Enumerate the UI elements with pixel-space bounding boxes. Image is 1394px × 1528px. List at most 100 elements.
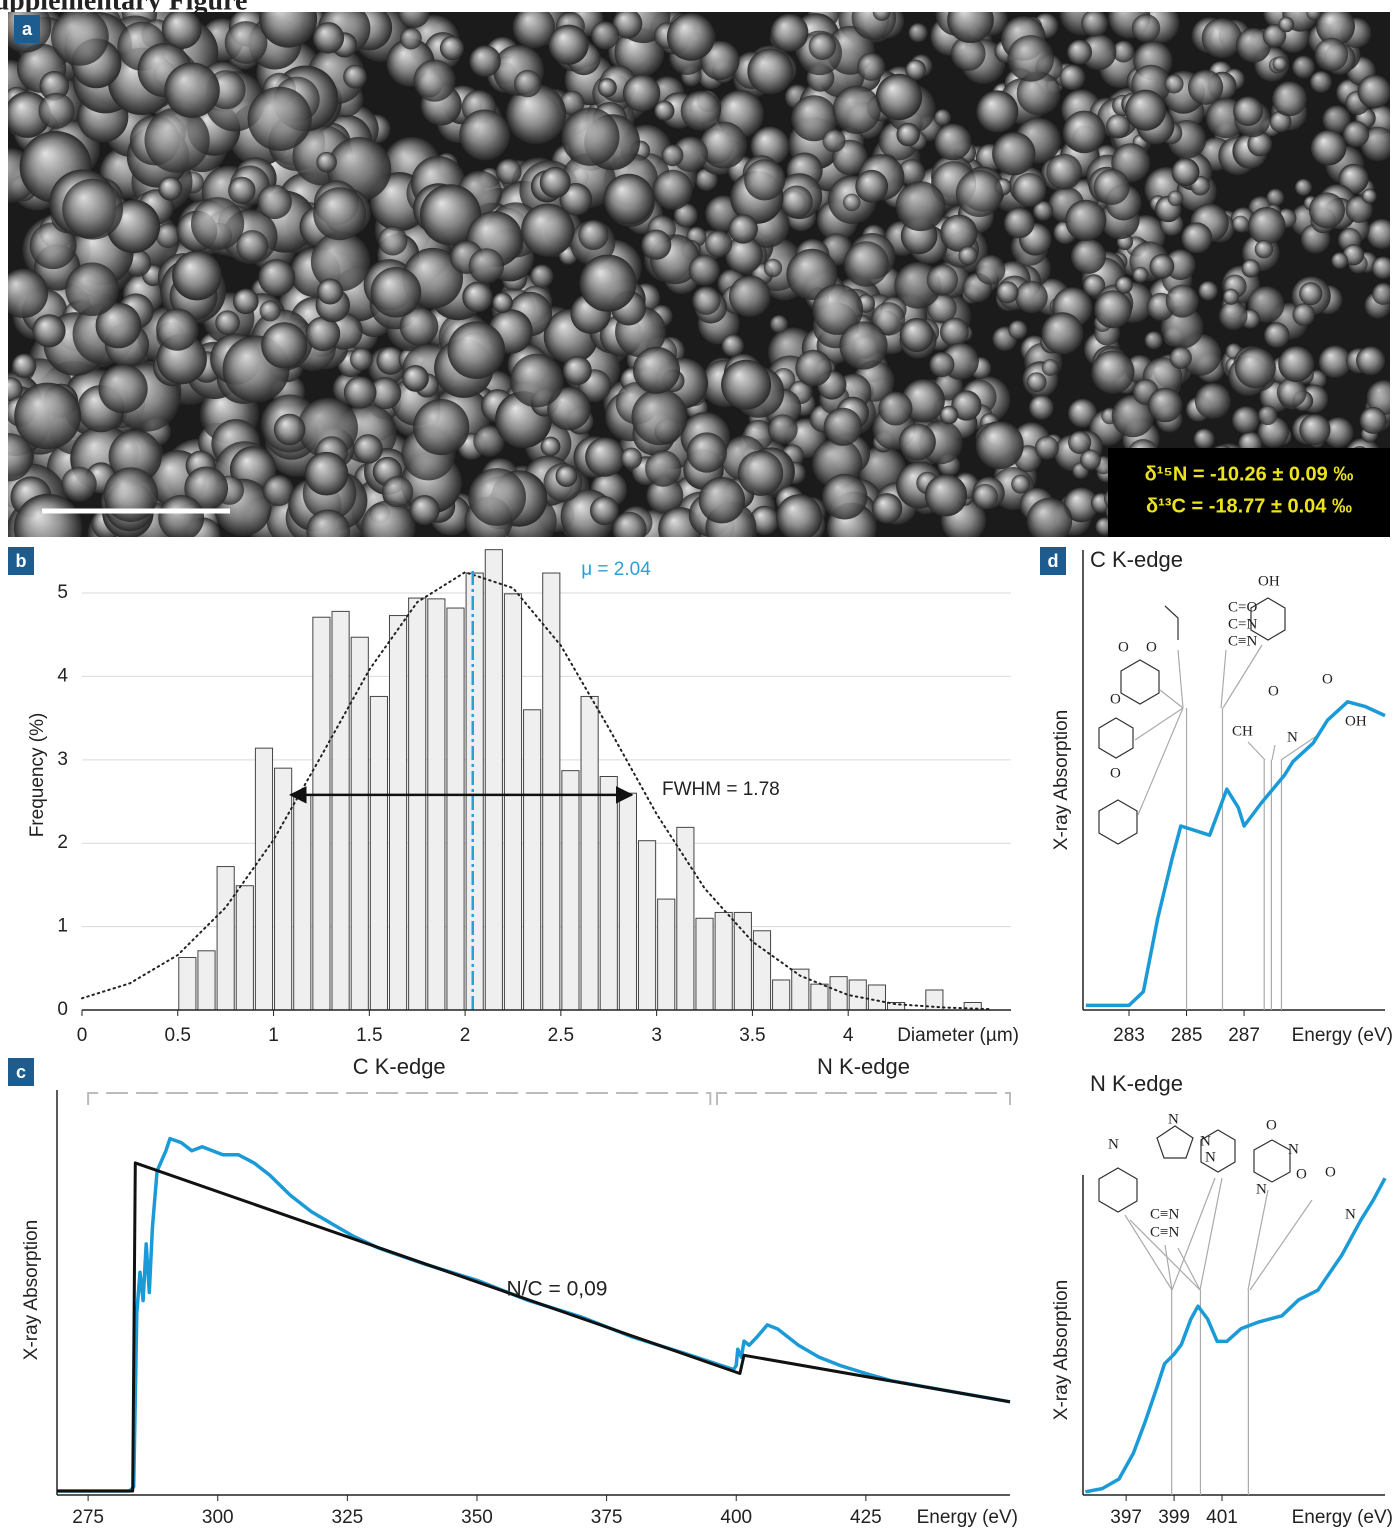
particle [343,65,367,89]
particle [313,187,366,240]
y-tick-label: 3 [57,749,68,770]
structure-label: C=N [1228,616,1257,632]
particle [413,399,469,455]
particle [1067,40,1092,65]
panel-label: c [16,1062,26,1082]
particle [1046,154,1082,190]
x-tick-label: 2 [460,1025,471,1046]
particle [162,9,202,49]
particle [62,179,123,240]
particle [172,251,222,301]
chart-title: C K-edge [1090,547,1183,572]
x-tick-label: 300 [202,1507,234,1528]
mean-label: μ = 2.04 [581,559,651,580]
particle [857,53,885,81]
particle [744,159,785,200]
particle [623,74,660,111]
particle [1233,96,1263,126]
particle [1027,372,1047,392]
particle [1235,347,1276,388]
particle [14,383,81,450]
particle [721,360,771,410]
particle [585,437,625,477]
particle [1278,346,1314,382]
particle [578,220,608,250]
structure-label: N [1168,1111,1179,1127]
structure-label: O [1146,639,1157,655]
particle [400,28,422,50]
structure-label: C=O [1228,599,1257,615]
particle [687,432,727,472]
particle [1029,395,1054,420]
particle [0,269,48,318]
particle [768,414,798,444]
structure-label: N [1205,1149,1216,1165]
particle [729,275,771,317]
bar [466,573,483,1010]
bar [255,748,272,1010]
particle [940,215,977,252]
panel-label: a [22,19,33,39]
particle [378,226,407,255]
structure-label: O [1110,765,1121,781]
x-tick-label: 3 [651,1025,662,1046]
particle [313,22,344,53]
particle [1063,111,1106,154]
particle [469,45,501,77]
particle [823,129,846,152]
particle [645,450,681,486]
particle [1007,35,1054,82]
particle [896,181,946,231]
particle [1293,303,1316,326]
bar [313,617,330,1010]
x-tick-label: 287 [1228,1025,1260,1046]
structure-label: OH [1258,573,1280,589]
bar [753,931,770,1010]
particle [549,25,589,65]
bar [409,598,426,1010]
particle [1309,192,1345,228]
structure-label: CH [1232,723,1253,739]
particle [667,13,715,61]
particle [65,263,119,317]
particle [164,62,219,117]
particle [604,174,655,225]
particle [1264,322,1290,348]
particle [39,93,75,129]
x-tick-label: 400 [720,1507,752,1528]
particle [972,484,998,510]
particle [1279,17,1295,33]
particle [311,232,370,291]
particle [191,197,244,250]
structure-label: N [1200,1133,1211,1149]
particle [641,230,671,260]
particle [632,389,688,445]
particle [692,286,721,315]
spectrum-line [1086,702,1385,1006]
particle [1372,256,1394,279]
particle [104,467,159,522]
particle [1035,436,1059,460]
particle [1170,347,1192,369]
particle [1273,56,1288,71]
spectrum-line [1085,1178,1385,1492]
particle [1081,10,1108,37]
particle [228,177,255,204]
structure-label: N [1108,1136,1119,1152]
particle [689,255,720,286]
particle [873,3,891,21]
particle [462,282,492,312]
particle [1091,351,1134,394]
structure-label: OH [1345,713,1367,729]
particle [1094,169,1130,205]
x-tick-label: 397 [1110,1507,1142,1528]
particle [1144,331,1162,349]
particle [844,241,889,286]
y-axis-label: X-ray Absorption [1051,1280,1072,1420]
particle [514,70,541,97]
particle [145,108,210,173]
bar [198,951,215,1010]
particle [1181,222,1212,253]
bar [485,550,502,1010]
particle [1132,14,1160,42]
